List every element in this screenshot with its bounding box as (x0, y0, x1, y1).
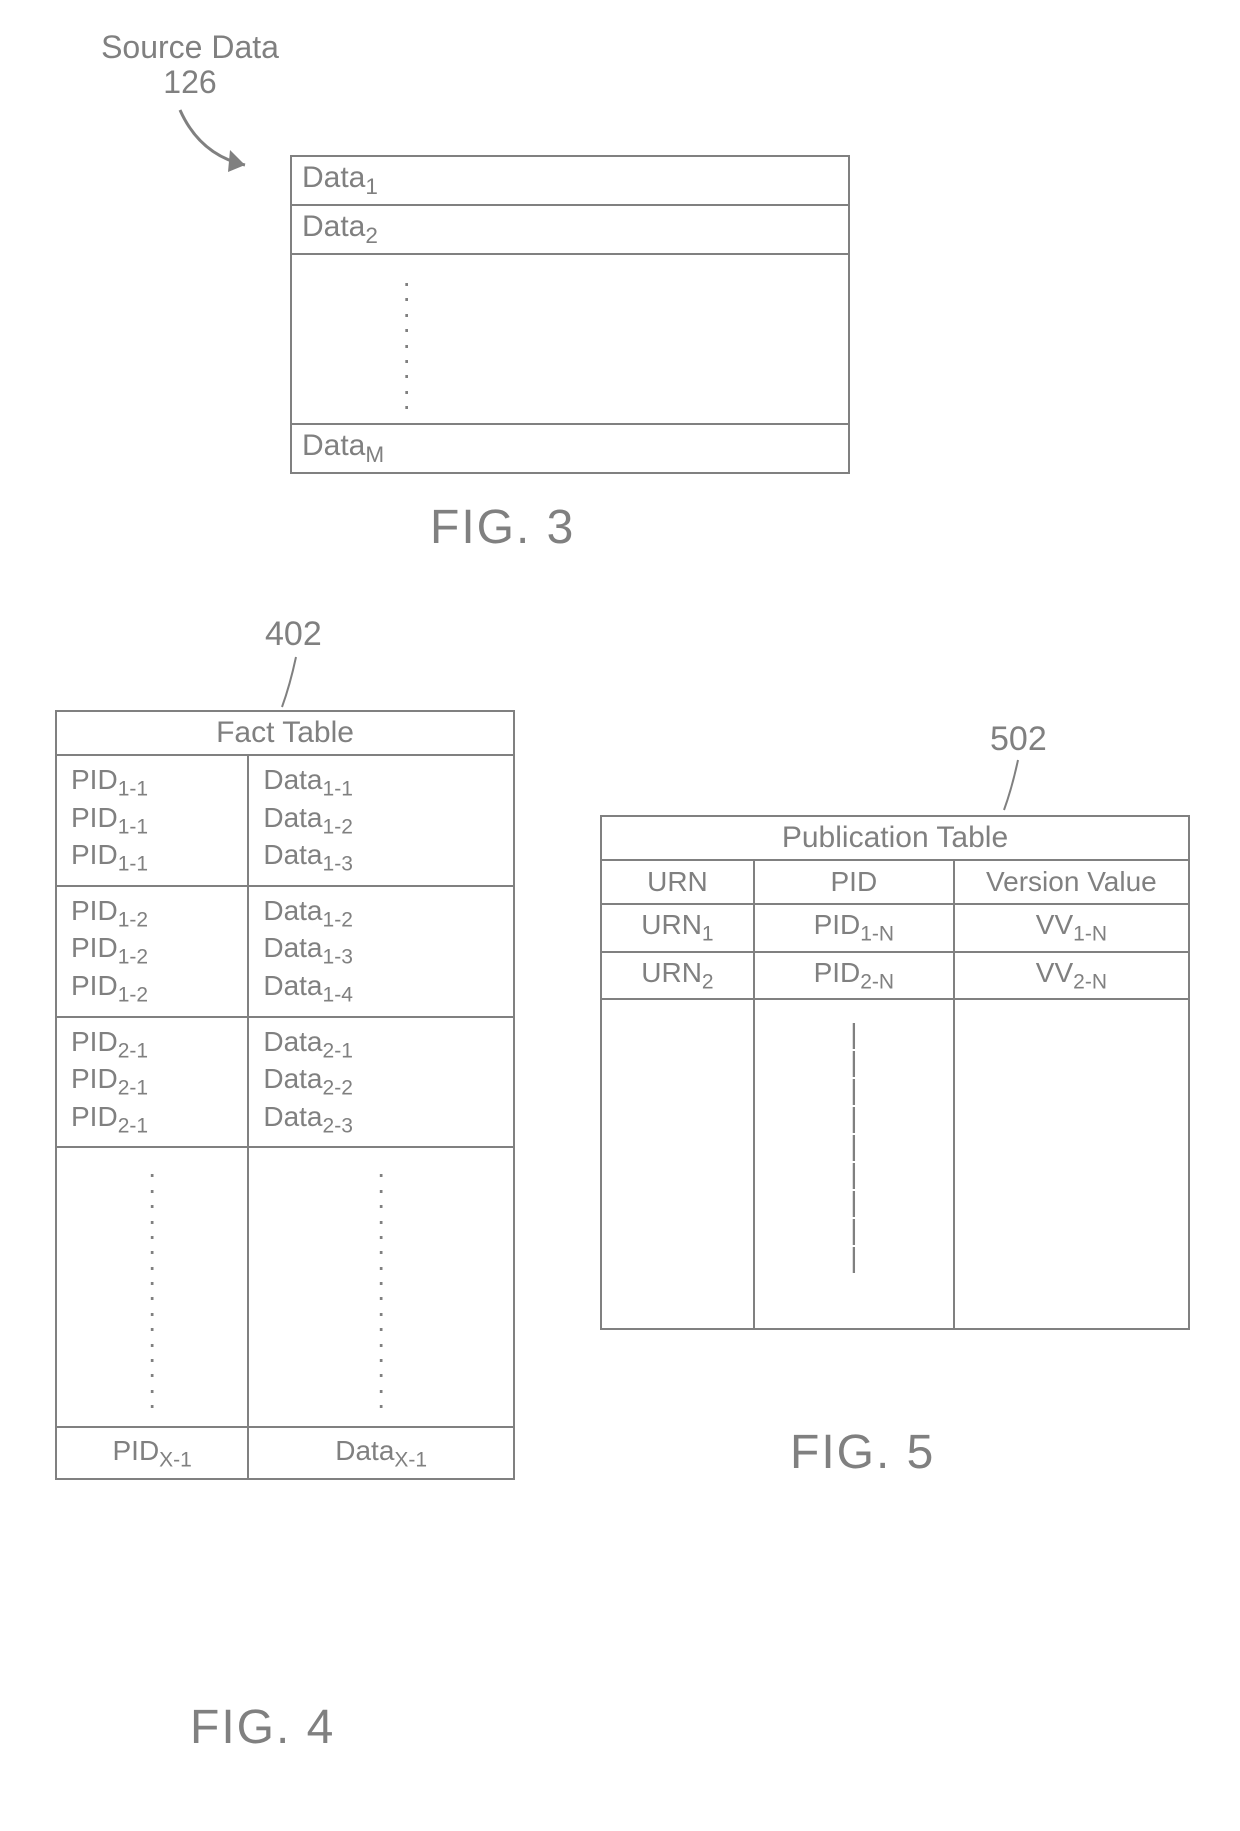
fig3-row1: Data1 (302, 161, 378, 194)
fig4-title: Fact Table (216, 716, 354, 749)
fig4-g1-data: Data1-1 Data1-2 Data1-3 (263, 764, 499, 877)
fig5-r1-vv: VV1-N (1036, 909, 1107, 940)
fig5-table: Publication Table URN PID Version Value … (600, 815, 1190, 1330)
fig3-row2: Data2 (302, 210, 378, 243)
fig5-title: Publication Table (782, 821, 1008, 854)
fig4-g2-data: Data1-2 Data1-3 Data1-4 (263, 895, 499, 1008)
fig3-annotation-line2: 126 (163, 64, 216, 100)
fig5-h1: URN (647, 866, 708, 897)
fig3-annotation-line1: Source Data (101, 29, 279, 65)
fig5-h2: PID (830, 866, 877, 897)
fig3-annotation: Source Data 126 (90, 30, 290, 100)
fig4-vdots-right: ················ (377, 1166, 386, 1412)
fig4-vdots-left: ················ (148, 1166, 157, 1412)
fig5-r1-urn: URN1 (641, 909, 713, 940)
fig4-g2-pid: PID1-2 PID1-2 PID1-2 (71, 895, 233, 1008)
fig5-r1-pid: PID1-N (814, 909, 895, 940)
fig4-ref-line (278, 655, 318, 715)
fig5-r2-urn: URN2 (641, 957, 713, 988)
fig5-r2-vv: VV2-N (1036, 957, 1107, 988)
fig5-vdots: ||||||||| (850, 1020, 857, 1272)
fig4-table: Fact Table PID1-1 PID1-1 PID1-1 Data1-1 … (55, 710, 515, 1480)
fig4-last-data: DataX-1 (335, 1435, 427, 1466)
fig5-ref: 502 (990, 720, 1047, 759)
fig4-last-pid: PIDX-1 (112, 1435, 191, 1466)
fig3-vdots: ········· (402, 275, 411, 414)
fig3-arrow (160, 100, 270, 190)
fig4-g1-pid: PID1-1 PID1-1 PID1-1 (71, 764, 233, 877)
fig5-caption: FIG. 5 (790, 1425, 935, 1480)
fig5-r2-pid: PID2-N (814, 957, 895, 988)
fig3-caption: FIG. 3 (430, 500, 575, 555)
fig3-table: Data1 Data2 ········· DataM (290, 155, 850, 474)
fig3-rowlast: DataM (302, 429, 384, 462)
fig4-caption: FIG. 4 (190, 1700, 335, 1755)
fig5-h3: Version Value (986, 866, 1157, 897)
fig5-ref-line (1000, 758, 1040, 818)
fig4-g3-data: Data2-1 Data2-2 Data2-3 (263, 1026, 499, 1139)
fig4-ref: 402 (265, 615, 322, 654)
fig4-g3-pid: PID2-1 PID2-1 PID2-1 (71, 1026, 233, 1139)
